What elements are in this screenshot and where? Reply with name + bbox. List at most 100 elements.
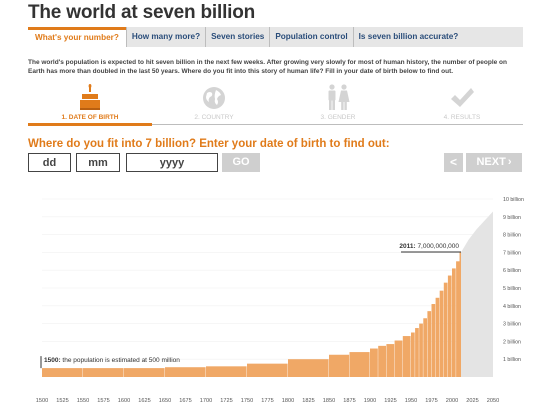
- step-results: 4. RESULTS: [400, 84, 524, 121]
- x-tick-label: 1525: [56, 398, 68, 404]
- x-tick-label: 1975: [425, 398, 437, 404]
- y-tick-label: 2 billion: [503, 339, 521, 345]
- y-tick-label: 9 billion: [503, 215, 521, 221]
- population-chart: 1 billion 2 billion 3 billion 4 billion 5 bi…: [36, 197, 524, 404]
- x-tick-label: 1650: [159, 398, 171, 404]
- y-tick-label: 6 billion: [503, 268, 521, 274]
- tab-seven-stories[interactable]: Seven stories: [205, 27, 269, 47]
- chevron-right-icon: ›: [507, 156, 512, 168]
- population-bar: [288, 359, 329, 377]
- step-country: 2. COUNTRY: [152, 84, 276, 121]
- population-bar: [370, 348, 378, 377]
- population-bar: [378, 345, 386, 377]
- population-bar: [431, 304, 436, 377]
- prev-button[interactable]: <: [444, 153, 463, 172]
- population-bar: [124, 368, 165, 377]
- step-label: 3. GENDER: [320, 114, 356, 121]
- population-bar: [447, 275, 452, 377]
- x-tick-label: 1500: [36, 398, 48, 404]
- step-label: 4. RESULTS: [443, 114, 481, 121]
- tab-how-many-more[interactable]: How many more?: [125, 27, 205, 47]
- x-tick-label: 1950: [405, 398, 417, 404]
- step-label: 2. COUNTRY: [194, 114, 234, 121]
- chart-annotations: 1500: the population is estimated at 500…: [40, 243, 462, 369]
- step-date-of-birth[interactable]: 1. DATE OF BIRTH: [28, 84, 152, 121]
- gender-icon: [328, 84, 350, 110]
- population-bar: [386, 344, 395, 377]
- section-tabs: What's your number? How many more? Seven…: [28, 27, 523, 47]
- y-tick-label: 7 billion: [503, 250, 521, 256]
- population-bar: [456, 261, 460, 377]
- population-bar: [165, 367, 206, 377]
- x-tick-label: 1700: [200, 398, 212, 404]
- population-bar: [402, 336, 411, 377]
- x-tick-label: 1600: [118, 398, 130, 404]
- y-tick-label: 5 billion: [503, 286, 521, 292]
- tab-is-seven-billion-accurate[interactable]: Is seven billion accurate?: [352, 27, 464, 47]
- population-bar: [329, 354, 350, 377]
- x-tick-label: 1675: [179, 398, 191, 404]
- population-bar: [83, 368, 124, 377]
- population-bar: [411, 332, 415, 377]
- x-tick-label: 1850: [323, 398, 335, 404]
- projection-area-shape: [461, 211, 493, 377]
- x-tick-label: 1550: [77, 398, 89, 404]
- x-tick-label: 1775: [261, 398, 273, 404]
- x-tick-label: 1900: [364, 398, 376, 404]
- population-bar: [443, 282, 448, 377]
- x-tick-label: 1750: [241, 398, 253, 404]
- year-input[interactable]: [126, 153, 218, 172]
- population-bar: [423, 318, 427, 377]
- x-tick-label: 1725: [220, 398, 232, 404]
- population-bar: [439, 290, 444, 377]
- next-button[interactable]: NEXT ›: [466, 153, 522, 172]
- x-tick-label: 1875: [343, 398, 355, 404]
- y-tick-label: 4 billion: [503, 304, 521, 310]
- tab-whats-your-number[interactable]: What's your number?: [28, 27, 126, 47]
- population-bar: [415, 328, 419, 377]
- intro-text: The world's population is expected to hi…: [28, 59, 507, 75]
- x-tick-label: 2025: [466, 398, 478, 404]
- x-tick-label: 1825: [302, 398, 314, 404]
- annotation-2011: 2011: 7,000,000,000: [399, 243, 459, 250]
- projection-area: [461, 211, 493, 377]
- x-tick-label: 2050: [487, 398, 499, 404]
- page-title: The world at seven billion: [28, 2, 256, 23]
- population-bar: [247, 363, 288, 377]
- historical-bars: [42, 252, 462, 377]
- annotation-1500: 1500: the population is estimated at 500…: [44, 357, 180, 364]
- population-bar: [394, 340, 403, 377]
- population-bar: [452, 268, 456, 377]
- population-bar: [419, 323, 423, 377]
- day-input[interactable]: [28, 153, 71, 172]
- cake-icon: [80, 84, 100, 110]
- y-tick-label: 1 billion: [503, 357, 521, 363]
- checkmark-icon: [451, 88, 474, 107]
- step-gender: 3. GENDER: [276, 84, 400, 121]
- x-tick-label: 1925: [384, 398, 396, 404]
- population-bar: [42, 368, 83, 377]
- step-progress: 1. DATE OF BIRTH 2. COUNTRY 3. GE: [28, 84, 523, 132]
- x-tick-label: 1800: [282, 398, 294, 404]
- step-baseline: [28, 124, 523, 125]
- go-button[interactable]: GO: [222, 153, 260, 172]
- population-bar: [435, 297, 440, 377]
- y-tick-label: 10 billion: [503, 197, 524, 203]
- x-axis-ticks: 1500 1525 1550 1575 1600 1625 1650 1675 1700 1725…: [36, 398, 499, 404]
- step-label: 1. DATE OF BIRTH: [61, 114, 119, 121]
- next-label: NEXT: [476, 156, 506, 168]
- y-axis-ticks: 1 billion 2 billion 3 billion 4 billion 5 bi…: [503, 197, 524, 363]
- x-tick-label: 1625: [138, 398, 150, 404]
- x-tick-label: 2000: [446, 398, 458, 404]
- population-bar: [206, 366, 247, 377]
- x-tick-label: 1575: [97, 398, 109, 404]
- population-bar: [459, 252, 462, 377]
- question-heading: Where do you fit into 7 billion? Enter y…: [28, 138, 390, 150]
- y-tick-label: 8 billion: [503, 233, 521, 239]
- globe-icon: [203, 87, 225, 109]
- tab-population-control[interactable]: Population control: [269, 27, 352, 47]
- y-tick-label: 3 billion: [503, 322, 521, 328]
- step-active-indicator: [28, 123, 152, 126]
- month-input[interactable]: [76, 153, 120, 172]
- population-bar: [427, 311, 432, 377]
